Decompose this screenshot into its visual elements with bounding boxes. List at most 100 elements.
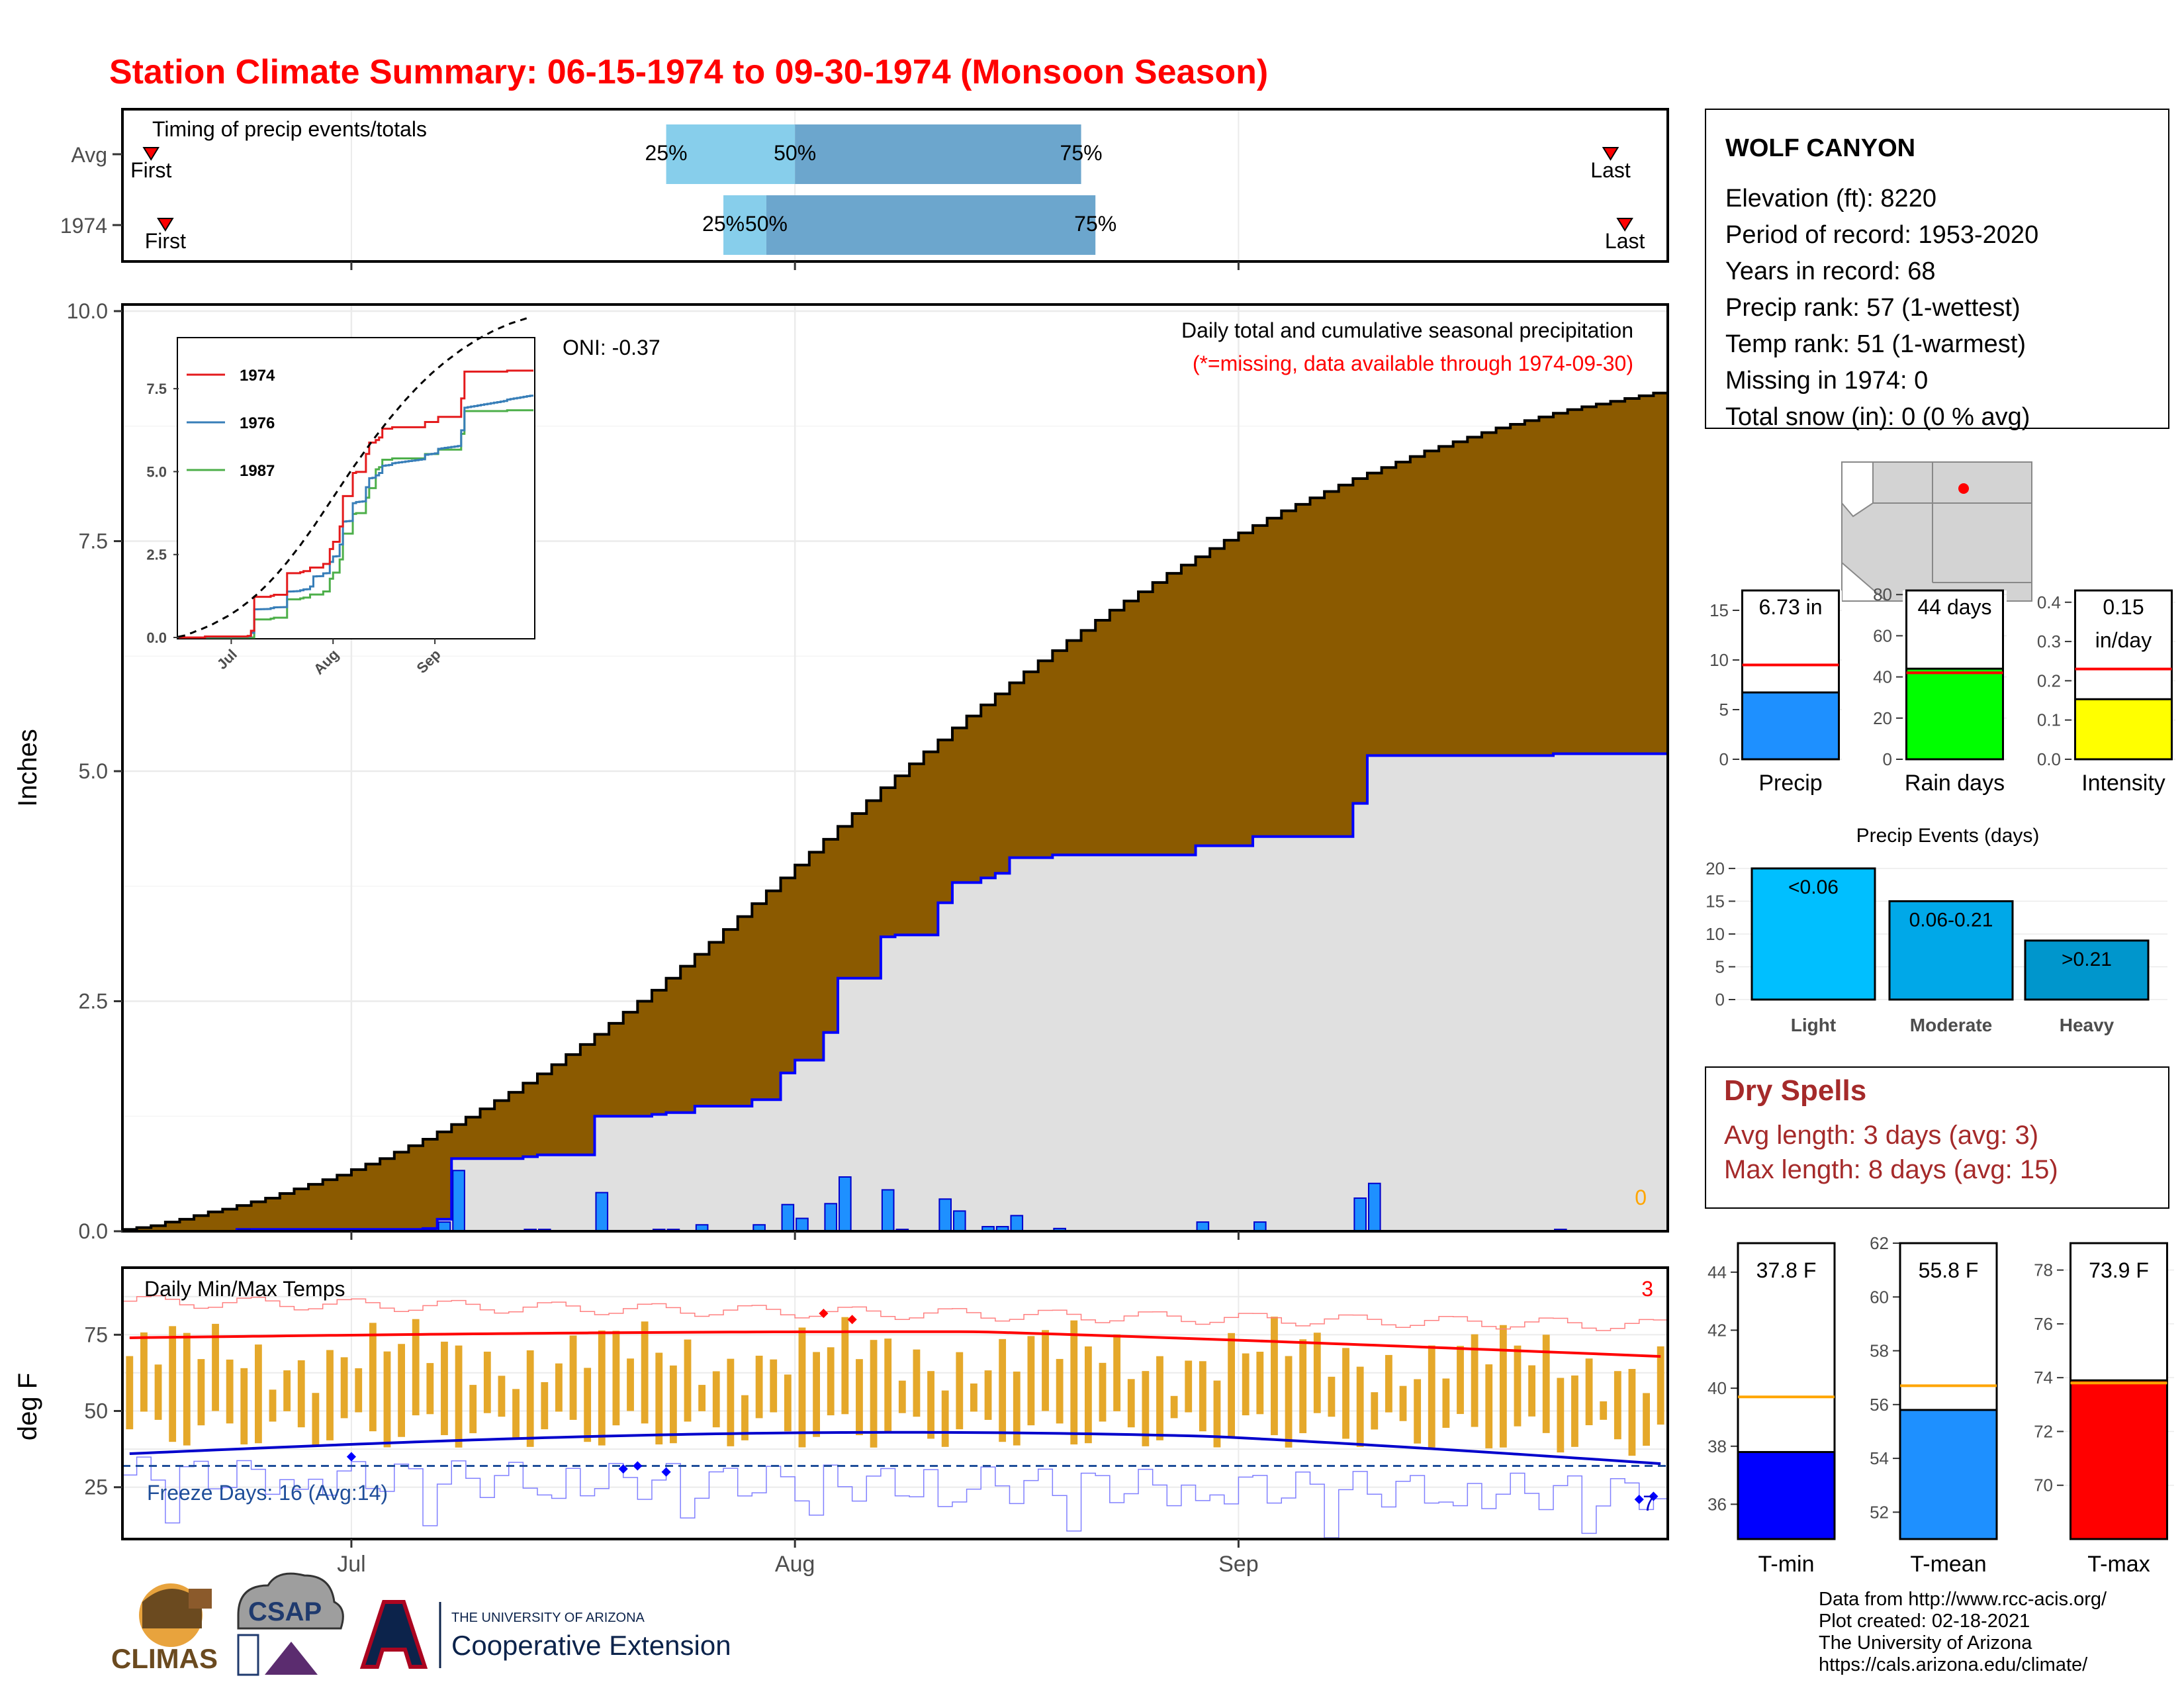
timing-q50-label: 50% <box>745 212 788 236</box>
station-info-line: Years in record: 68 <box>1725 258 1936 285</box>
temp-grid <box>122 1269 1668 1538</box>
temp-y-tick-label: 25 <box>84 1476 108 1499</box>
timing-box-upper <box>795 124 1081 184</box>
daily-temp-bar <box>441 1341 448 1436</box>
daily-temp-bar <box>984 1370 992 1420</box>
events-bar <box>1888 900 2014 1001</box>
temp-summary-value-label: 55.8 F <box>1919 1258 1979 1282</box>
daily-precip-bar <box>781 1203 795 1232</box>
events-bar <box>1751 867 1876 1001</box>
csap-logo: CSAP <box>237 1572 344 1676</box>
daily-temp-bar <box>412 1319 420 1416</box>
daily-temp-bar <box>526 1350 534 1447</box>
station-info-line: Precip rank: 57 (1-wettest) <box>1725 294 2021 322</box>
daily-temp-bar <box>1514 1345 1522 1427</box>
daily-temp-bar <box>727 1358 735 1446</box>
summary-1-tick-label: 80 <box>1873 585 1892 604</box>
temp-summary-2-tick-label: 70 <box>2034 1476 2053 1495</box>
daily-temp-bar <box>1271 1317 1278 1436</box>
daily-temp-bar <box>970 1383 978 1412</box>
footer-line-4: https://cals.arizona.edu/climate/ <box>1819 1654 2088 1675</box>
daily-temp-bar <box>655 1352 663 1445</box>
daily-temp-bar <box>1371 1392 1379 1430</box>
temp-x-tick-label: Jul <box>337 1552 365 1577</box>
temp-summary-1-bar <box>1899 1409 1998 1540</box>
daily-precip-bar <box>1367 1182 1381 1232</box>
inset-y-tick-label: 5.0 <box>146 463 167 480</box>
ua-a-icon <box>359 1600 428 1669</box>
daily-temp-bar <box>254 1344 262 1444</box>
summary-2-tick-label: 0.2 <box>2037 671 2061 690</box>
daily-temp-bar <box>1643 1393 1650 1446</box>
summary-2-tick-label: 0.0 <box>2037 749 2061 769</box>
summary-2-bar <box>2074 698 2173 761</box>
timing-q75-label: 75% <box>1060 141 1103 165</box>
daily-temp-bar <box>1328 1376 1336 1417</box>
record-high-line <box>122 1295 1668 1331</box>
inset-legend-label: 1987 <box>240 462 275 480</box>
temp-summary-value-label: 73.9 F <box>2089 1258 2149 1282</box>
daily-temp-bar <box>1442 1378 1450 1428</box>
daily-temp-bar <box>1499 1325 1507 1448</box>
temp-x-tick-label: Aug <box>775 1552 815 1577</box>
daily-temp-bar <box>426 1363 434 1415</box>
daily-precip-bar <box>881 1189 895 1232</box>
daily-temp-bar <box>698 1385 706 1411</box>
daily-temp-bar <box>326 1350 334 1440</box>
daily-temp-bar <box>856 1359 863 1436</box>
daily-temp-bar <box>469 1385 477 1434</box>
summary-0-tick-label: 15 <box>1709 600 1729 620</box>
station-info-line: Temp rank: 51 (1-warmest) <box>1725 330 2026 358</box>
timing-row-label: Avg <box>71 143 107 167</box>
daily-precip-bar <box>1196 1221 1210 1232</box>
summary-bar-charts: 0 5 10 15 6.73 in Precip 0 20 40 60 80 44 days Rain … <box>1709 585 2175 796</box>
events-tick-label: 10 <box>1706 924 1725 944</box>
precip-panel: 0.0 2.5 5.0 7.5 10.0 Inches ONI: -0.37 Daily… <box>13 299 1669 1243</box>
locator-map-bg <box>1841 461 2032 602</box>
climas-logo: CLIMAS <box>111 1583 218 1674</box>
summary-bar-label: Intensity <box>2081 771 2165 796</box>
summary-1-tick-label: 0 <box>1883 749 1892 769</box>
csap-cloud-icon <box>237 1572 344 1630</box>
daily-temp-bar <box>1542 1335 1550 1433</box>
freeze-days: Freeze Days: 16 (Avg:14) <box>147 1481 388 1505</box>
inset-legend-label: 1976 <box>240 414 275 432</box>
station-info-box: WOLF CANYON Elevation (ft): 8220 Period o… <box>1705 109 2169 431</box>
timing-label: Timing of precip events/totals <box>152 117 427 141</box>
daily-temp-bar <box>1156 1356 1163 1440</box>
timing-q25-label: 25% <box>702 212 745 236</box>
ua-small-text: THE UNIVERSITY OF ARIZONA <box>451 1611 645 1625</box>
daily-temp-bar <box>884 1338 892 1434</box>
daily-temp-bar <box>1571 1375 1578 1447</box>
events-tick-label: 15 <box>1706 891 1725 911</box>
temp-summary-0-tick-label: 38 <box>1707 1436 1727 1456</box>
daily-temp-bar <box>269 1389 277 1422</box>
missing-count: 0 <box>1635 1186 1647 1209</box>
dry-spells-max: Max length: 8 days (avg: 15) <box>1724 1155 2058 1184</box>
inset-frame <box>177 337 535 639</box>
daily-precip-bar <box>1353 1197 1367 1232</box>
daily-precip-bar <box>824 1203 838 1233</box>
summary-2-tick-label: 0.3 <box>2037 632 2061 651</box>
daily-temp-bar <box>1170 1395 1178 1419</box>
station-lines: Elevation (ft): 8220 Period of record: 19… <box>1725 185 2038 431</box>
csap-grid-icon <box>237 1634 259 1676</box>
timing-q75-label: 75% <box>1074 212 1116 236</box>
daily-precip-bars <box>237 1170 1567 1233</box>
daily-temp-bar <box>913 1349 921 1417</box>
daily-temp-bar <box>627 1358 634 1411</box>
timing-q25-label: 25% <box>645 141 688 165</box>
daily-temp-bar <box>369 1323 377 1432</box>
locator-map-ocean <box>1841 461 1874 518</box>
station-info-line: Elevation (ft): 8220 <box>1725 185 1936 212</box>
hot-day-count: 3 <box>1641 1277 1653 1301</box>
daily-temp-bar <box>598 1330 606 1446</box>
dry-spells-avg: Avg length: 3 days (avg: 3) <box>1724 1121 2038 1150</box>
daily-temp-bar <box>1528 1365 1536 1417</box>
daily-temp-bar <box>1428 1345 1435 1448</box>
temp-summary-2-tick-label: 74 <box>2034 1368 2053 1387</box>
summary-1-tick-label: 40 <box>1873 667 1892 687</box>
daily-temp-bar <box>641 1321 649 1424</box>
daily-temp-bar <box>1056 1358 1064 1424</box>
